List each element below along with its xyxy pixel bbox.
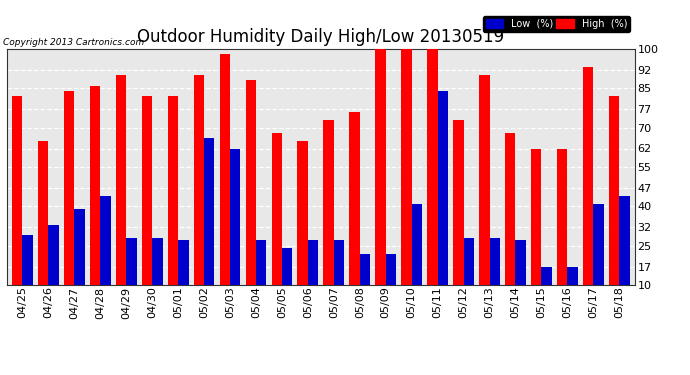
Bar	[542, 267, 552, 311]
Bar	[349, 112, 359, 311]
Bar	[619, 196, 629, 311]
Bar	[152, 238, 163, 311]
Bar	[246, 80, 256, 311]
Bar	[427, 49, 437, 311]
Bar	[308, 240, 318, 311]
Bar	[126, 238, 137, 311]
Bar	[23, 235, 33, 311]
Bar	[297, 141, 308, 311]
Bar	[12, 96, 23, 311]
Bar	[256, 240, 266, 311]
Bar	[386, 254, 396, 311]
Bar	[194, 75, 204, 311]
Bar	[272, 133, 282, 311]
Bar	[142, 96, 152, 311]
Bar	[567, 267, 578, 311]
Bar	[75, 209, 85, 311]
Legend: Low  (%), High  (%): Low (%), High (%)	[483, 16, 630, 32]
Bar	[609, 96, 619, 311]
Text: Copyright 2013 Cartronics.com: Copyright 2013 Cartronics.com	[3, 38, 145, 47]
Bar	[230, 148, 240, 311]
Bar	[375, 49, 386, 311]
Bar	[90, 86, 100, 311]
Bar	[505, 133, 515, 311]
Bar	[515, 240, 526, 311]
Bar	[479, 75, 489, 311]
Bar	[489, 238, 500, 311]
Bar	[100, 196, 110, 311]
Bar	[168, 96, 178, 311]
Bar	[282, 248, 293, 311]
Bar	[359, 254, 370, 311]
Bar	[557, 148, 567, 311]
Bar	[334, 240, 344, 311]
Bar	[204, 138, 215, 311]
Bar	[38, 141, 48, 311]
Bar	[531, 148, 542, 311]
Bar	[453, 120, 464, 311]
Title: Outdoor Humidity Daily High/Low 20130519: Outdoor Humidity Daily High/Low 20130519	[137, 28, 504, 46]
Bar	[437, 91, 448, 311]
Bar	[324, 120, 334, 311]
Bar	[412, 204, 422, 311]
Bar	[48, 225, 59, 311]
Bar	[464, 238, 474, 311]
Bar	[178, 240, 188, 311]
Bar	[116, 75, 126, 311]
Bar	[219, 54, 230, 311]
Bar	[64, 91, 75, 311]
Bar	[402, 49, 412, 311]
Bar	[593, 204, 604, 311]
Bar	[583, 67, 593, 311]
